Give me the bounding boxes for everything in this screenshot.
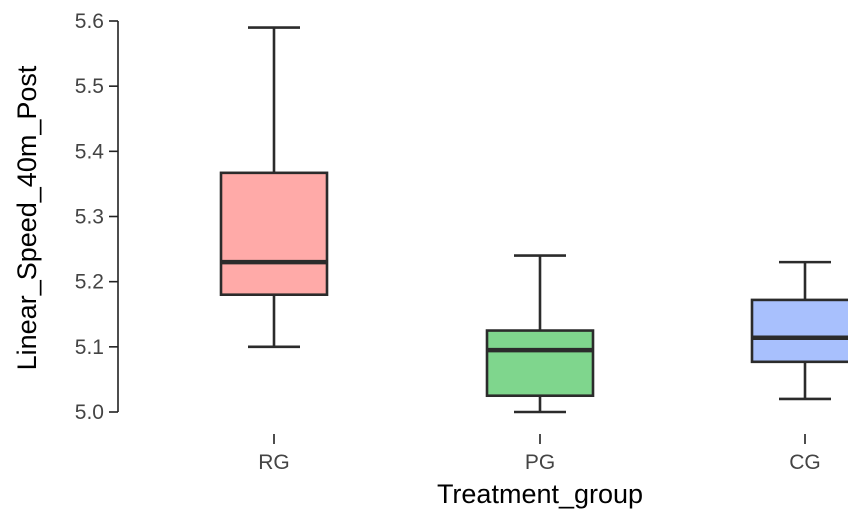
x-axis-title: Treatment_group: [437, 479, 643, 509]
x-axis: RG PG CG: [258, 434, 821, 474]
box-rg: [219, 26, 329, 349]
y-tick-label: 5.3: [75, 206, 104, 229]
boxes: [219, 26, 848, 414]
y-tick-label: 5.6: [75, 10, 104, 33]
y-axis: 5.0 5.1 5.2 5.3 5.4 5.5 5.6: [75, 10, 119, 424]
iqr-box: [750, 298, 848, 364]
iqr-box: [219, 171, 329, 296]
y-tick-label: 5.0: [75, 401, 104, 424]
x-tick-label: CG: [789, 451, 821, 474]
y-axis-title: Linear_Speed_40m_Post: [12, 65, 42, 370]
y-tick-label: 5.2: [75, 271, 104, 294]
y-tick-label: 5.1: [75, 336, 104, 359]
iqr-box: [485, 329, 595, 398]
x-tick-label: RG: [258, 451, 290, 474]
x-tick-label: PG: [525, 451, 555, 474]
box-pg: [485, 254, 595, 414]
y-tick-label: 5.5: [75, 75, 104, 98]
y-tick-label: 5.4: [75, 140, 105, 163]
box-cg: [750, 260, 848, 401]
